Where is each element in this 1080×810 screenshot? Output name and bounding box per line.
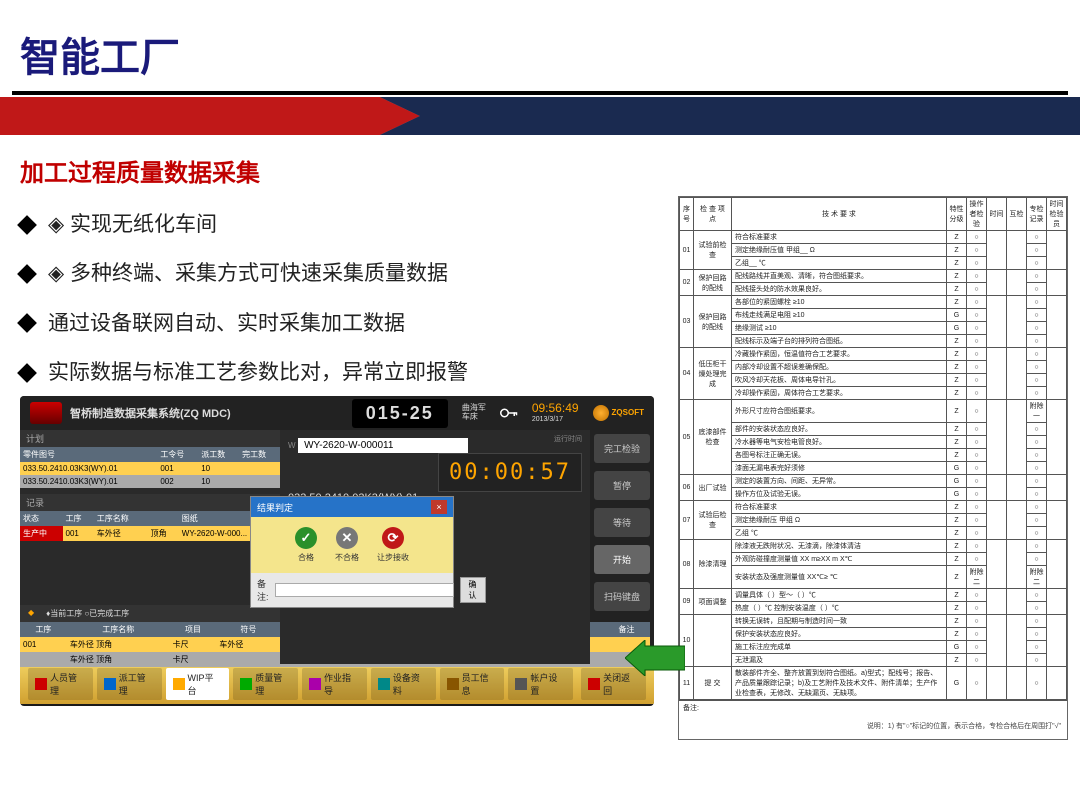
mdc-titlebar: 智桥制造数据采集系统(ZQ MDC) 015-25 曲海军车床 09:56:49… <box>20 396 654 430</box>
bottom-btn[interactable]: 设备资料 <box>371 668 436 700</box>
table-row[interactable]: 033.50.2410.03K3(WY).0100110 <box>20 462 280 475</box>
check-icon: ✓ <box>295 527 317 549</box>
dispatch-icon <box>104 678 116 690</box>
side-btn[interactable]: 等待 <box>594 508 650 537</box>
bottom-btn[interactable]: 员工信息 <box>440 668 505 700</box>
arrow-icon <box>625 640 685 676</box>
result-dialog: 结果判定× ✓合格 ✕不合格 ⟳让步接收 备注:确认 <box>250 496 454 608</box>
bottom-btn[interactable]: WIP平台 <box>166 668 230 700</box>
station-code: 015-25 <box>352 399 448 428</box>
close-icon <box>588 678 600 690</box>
confirm-button[interactable]: 确认 <box>460 577 486 603</box>
bottom-btn[interactable]: 帐户设置 <box>508 668 573 700</box>
guide-icon <box>309 678 321 690</box>
side-btn[interactable]: 扫码键盘 <box>594 582 650 611</box>
proc-filter[interactable]: ◆♦当前工序 ○已完成工序 <box>20 605 280 622</box>
dialog-close-btn[interactable]: × <box>431 500 447 514</box>
bottom-btn[interactable]: 作业指导 <box>302 668 367 700</box>
timer-display: 00:00:57 <box>438 453 582 492</box>
zqsoft-icon <box>593 405 609 421</box>
account-icon <box>515 678 527 690</box>
table-row[interactable]: 033.50.2410.03K3(WY).0100210 <box>20 475 280 488</box>
bottom-btn[interactable]: 人员管理 <box>28 668 93 700</box>
employee-icon <box>447 678 459 690</box>
wip-icon <box>173 678 185 690</box>
key-icon <box>500 407 518 419</box>
side-btn[interactable]: 开始 <box>594 545 650 574</box>
inspection-sheet: 序号检 查 项 点技 术 要 求 特性分级操作者检验时间 互检专检记录时间检验员… <box>678 196 1068 740</box>
table-row[interactable]: 生产中001车外径顶角WY-2620-W-000... <box>20 526 280 541</box>
bottom-toolbar: 人员管理 派工管理 WIP平台 质量管理 作业指导 设备资料 员工信息 帐户设置… <box>20 664 654 704</box>
ng-button[interactable]: ✕不合格 <box>335 527 359 563</box>
main-title: 智能工厂 <box>0 0 1080 91</box>
note-input[interactable] <box>275 583 454 597</box>
dialog-title: 结果判定 <box>257 501 293 514</box>
sheet-note: 说明：1) 有"○"标记的位置，表示合格，专检合格后在周围打"√" <box>679 718 1067 734</box>
ok-button[interactable]: ✓合格 <box>295 527 317 563</box>
plan-label: 计划 <box>20 430 280 447</box>
bottom-btn[interactable]: 派工管理 <box>97 668 162 700</box>
person-icon <box>35 678 47 690</box>
quality-icon <box>240 678 252 690</box>
bypass-button[interactable]: ⟳让步接收 <box>377 527 409 563</box>
part-input[interactable]: WY-2620-W-000011 <box>298 438 468 453</box>
plan-table[interactable]: 零件图号工令号派工数完工数 033.50.2410.03K3(WY).01001… <box>20 447 280 488</box>
sub-title: 加工过程质量数据采集 <box>0 135 1080 200</box>
chevron-bar <box>0 97 1080 135</box>
title-underline <box>12 91 1068 95</box>
mdc-logo-icon <box>30 402 62 424</box>
device-icon <box>378 678 390 690</box>
rec-table[interactable]: 状态工序工序名称图纸 生产中001车外径顶角WY-2620-W-000... <box>20 511 280 541</box>
bottom-btn[interactable]: 质量管理 <box>233 668 298 700</box>
rec-label: 记录 <box>20 494 280 511</box>
cross-icon: ✕ <box>336 527 358 549</box>
mdc-screenshot: 智桥制造数据采集系统(ZQ MDC) 015-25 曲海军车床 09:56:49… <box>20 396 654 706</box>
side-btn[interactable]: 完工检验 <box>594 434 650 463</box>
bypass-icon: ⟳ <box>382 527 404 549</box>
side-btn[interactable]: 暂停 <box>594 471 650 500</box>
mdc-app-title: 智桥制造数据采集系统(ZQ MDC) <box>70 405 352 421</box>
